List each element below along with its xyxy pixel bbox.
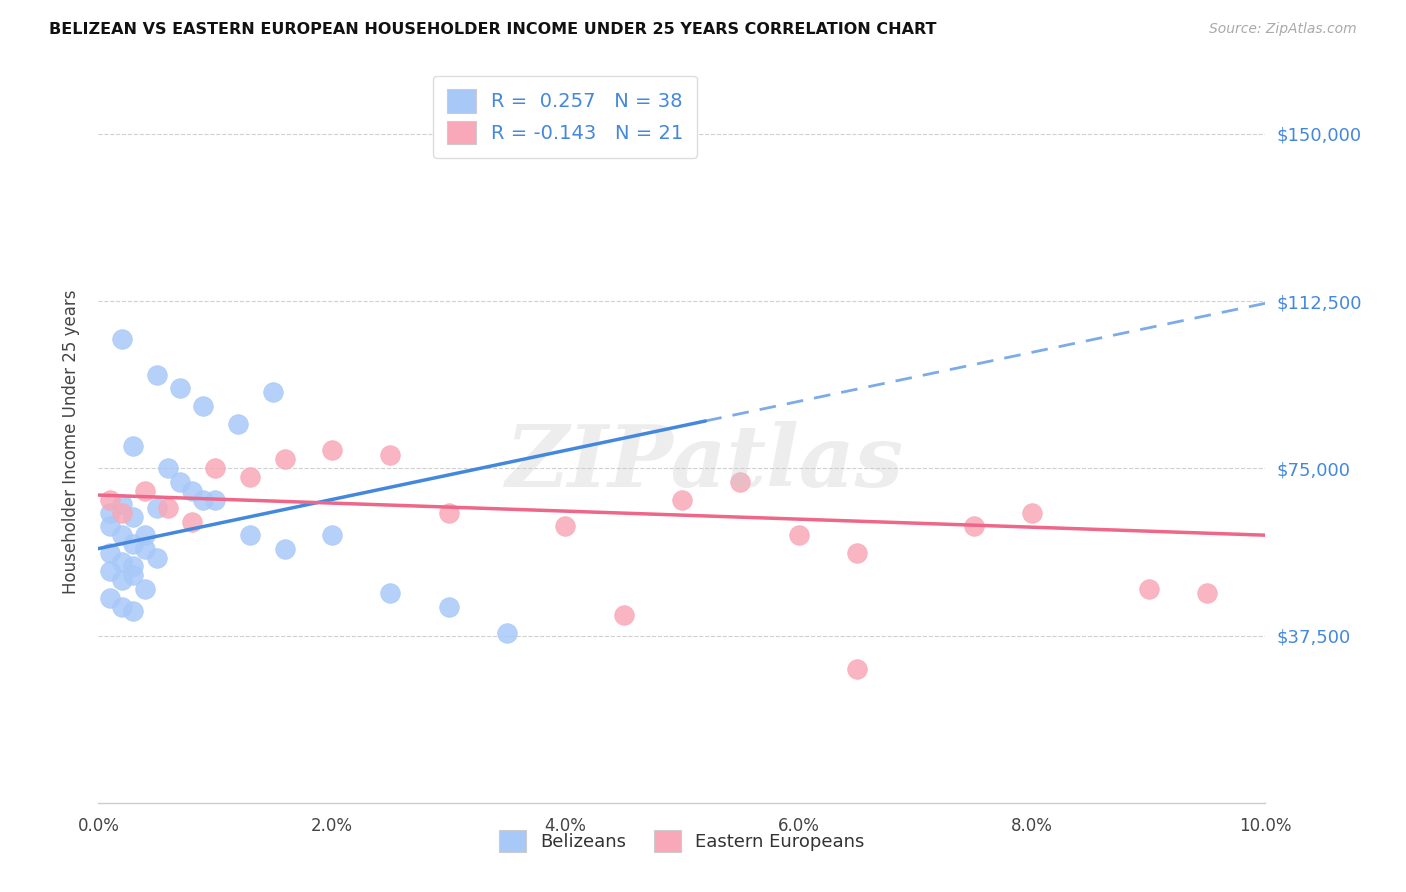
Point xyxy=(111,497,134,511)
Text: Source: ZipAtlas.com: Source: ZipAtlas.com xyxy=(1209,22,1357,37)
Point xyxy=(846,662,869,676)
Point xyxy=(111,555,134,569)
Point xyxy=(204,492,226,507)
Point xyxy=(146,550,169,565)
Point xyxy=(134,483,156,498)
Point xyxy=(437,506,460,520)
Point xyxy=(98,492,121,507)
Point xyxy=(1195,586,1218,600)
Point xyxy=(180,515,202,529)
Point xyxy=(122,510,145,524)
Point xyxy=(157,501,180,516)
Point xyxy=(134,582,156,596)
Point xyxy=(554,519,576,533)
Point xyxy=(380,586,402,600)
Point xyxy=(122,604,145,618)
Point xyxy=(846,546,869,560)
Point xyxy=(169,381,191,395)
Point xyxy=(111,332,134,346)
Point xyxy=(239,528,262,542)
Legend: Belizeans, Eastern Europeans: Belizeans, Eastern Europeans xyxy=(492,822,872,859)
Point xyxy=(787,528,810,542)
Point xyxy=(239,470,262,484)
Point xyxy=(204,461,226,475)
Text: BELIZEAN VS EASTERN EUROPEAN HOUSEHOLDER INCOME UNDER 25 YEARS CORRELATION CHART: BELIZEAN VS EASTERN EUROPEAN HOUSEHOLDER… xyxy=(49,22,936,37)
Point xyxy=(122,537,145,551)
Point xyxy=(496,626,519,640)
Point xyxy=(122,568,145,582)
Point xyxy=(111,599,134,614)
Point xyxy=(1137,582,1160,596)
Point xyxy=(111,528,134,542)
Point xyxy=(111,506,134,520)
Point xyxy=(146,501,169,516)
Point xyxy=(1021,506,1043,520)
Point xyxy=(122,439,145,453)
Point xyxy=(193,399,215,413)
Point xyxy=(98,519,121,533)
Point xyxy=(228,417,250,431)
Point xyxy=(157,461,180,475)
Point xyxy=(380,448,402,462)
Point xyxy=(437,599,460,614)
Point xyxy=(321,528,343,542)
Y-axis label: Householder Income Under 25 years: Householder Income Under 25 years xyxy=(62,289,80,594)
Point xyxy=(146,368,169,382)
Point xyxy=(134,541,156,556)
Point xyxy=(321,443,343,458)
Point xyxy=(98,506,121,520)
Point xyxy=(111,573,134,587)
Point xyxy=(98,591,121,605)
Point xyxy=(193,492,215,507)
Point xyxy=(262,385,284,400)
Point xyxy=(98,546,121,560)
Point xyxy=(612,608,634,623)
Point xyxy=(671,492,693,507)
Point xyxy=(730,475,752,489)
Point xyxy=(98,564,121,578)
Point xyxy=(274,541,297,556)
Point xyxy=(962,519,984,533)
Point xyxy=(122,559,145,574)
Point xyxy=(274,452,297,467)
Text: ZIPatlas: ZIPatlas xyxy=(506,421,904,505)
Point xyxy=(169,475,191,489)
Point xyxy=(134,528,156,542)
Point xyxy=(180,483,202,498)
